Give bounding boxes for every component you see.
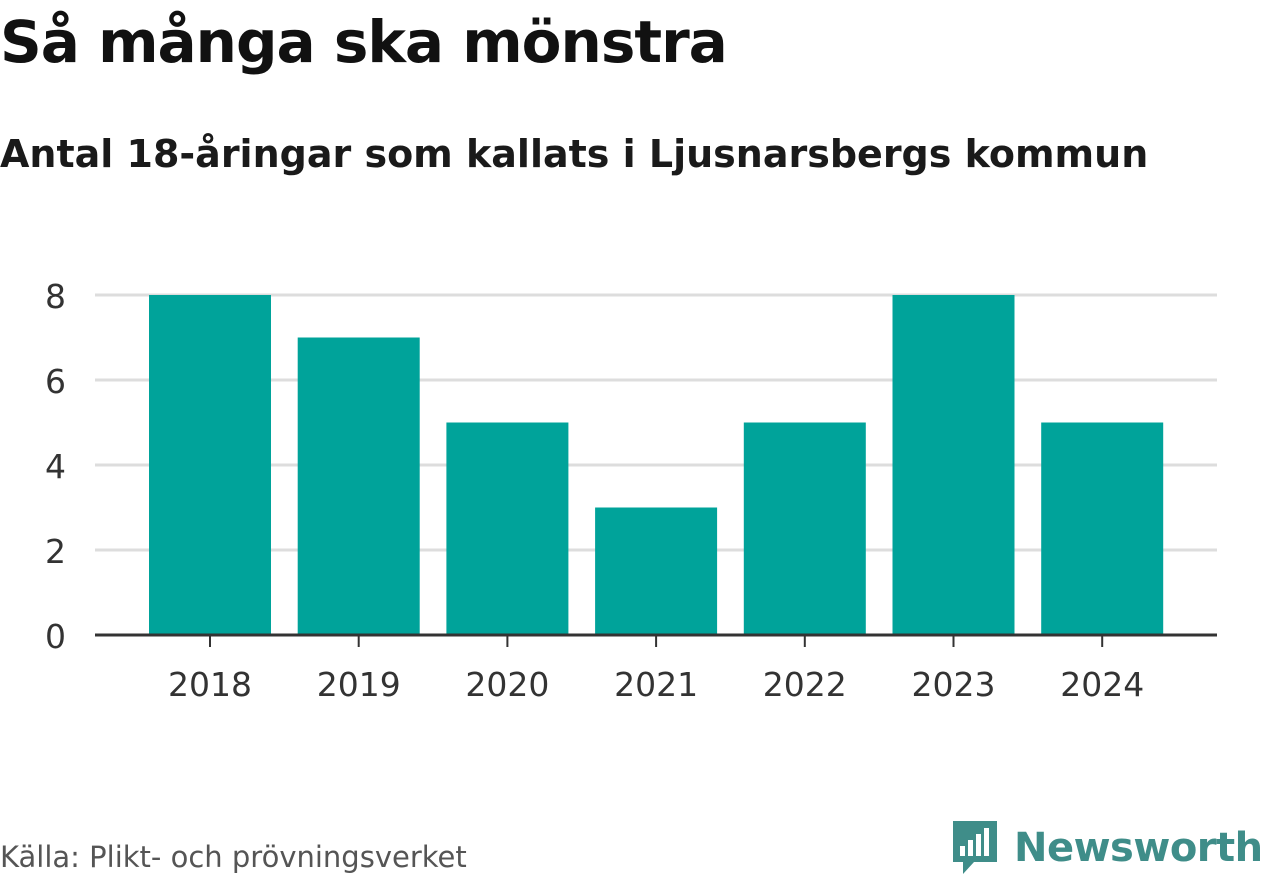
source-note: Källa: Plikt- och prövningsverket <box>0 840 467 874</box>
bar <box>595 507 718 635</box>
bar <box>149 295 271 635</box>
brand-logo: Newsworthy <box>950 818 1262 878</box>
x-tick-label: 2024 <box>1060 665 1144 704</box>
y-tick-label: 4 <box>45 447 66 486</box>
x-tick-label: 2021 <box>614 665 698 704</box>
bar <box>892 295 1015 635</box>
bar <box>1041 422 1164 635</box>
y-tick-label: 0 <box>45 617 66 656</box>
brand-name: Newsworthy <box>1014 825 1262 871</box>
bar <box>446 422 569 635</box>
y-tick-label: 6 <box>45 362 66 401</box>
chart-title: Så många ska mönstra <box>0 8 728 76</box>
chart-subtitle: Antal 18-åringar som kallats i Ljusnarsb… <box>0 132 1149 176</box>
y-tick-label: 8 <box>45 277 66 316</box>
x-tick-label: 2023 <box>912 665 996 704</box>
newsworthy-logo-icon <box>953 821 997 874</box>
x-tick-label: 2022 <box>763 665 847 704</box>
x-tick-label: 2019 <box>317 665 401 704</box>
axes: 0 2 4 6 8 2018 2019 2020 2021 2022 2023 2024 <box>45 277 1217 704</box>
bars <box>149 295 1164 635</box>
bar <box>297 337 420 635</box>
bar <box>743 422 866 635</box>
y-tick-label: 2 <box>45 532 66 571</box>
x-tick-label: 2018 <box>168 665 252 704</box>
x-tick-label: 2020 <box>465 665 549 704</box>
